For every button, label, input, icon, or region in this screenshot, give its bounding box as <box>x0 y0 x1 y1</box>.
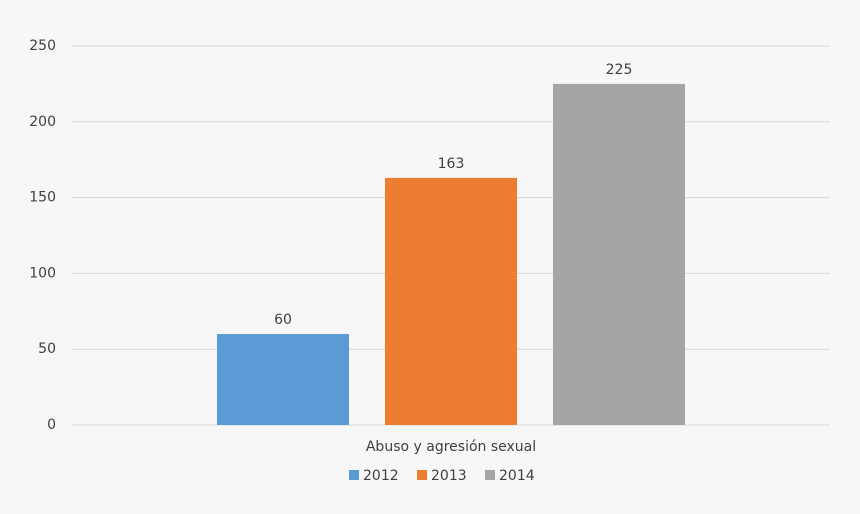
bar <box>217 334 349 425</box>
legend-swatch <box>485 470 495 480</box>
bar <box>385 177 517 425</box>
data-label: 225 <box>606 62 633 78</box>
legend-swatch <box>349 470 359 480</box>
y-tick-label: 200 <box>29 114 56 130</box>
x-tick-label: Abuso y agresión sexual <box>366 439 536 455</box>
y-tick-label: 50 <box>38 341 56 357</box>
y-tick-label: 0 <box>47 417 56 433</box>
legend-swatch <box>417 470 427 480</box>
bar <box>553 83 685 426</box>
legend-label: 2013 <box>431 468 467 484</box>
legend-label: 2014 <box>499 468 535 484</box>
y-tick-label: 150 <box>29 190 56 206</box>
legend-label: 2012 <box>363 468 399 484</box>
data-label: 163 <box>438 156 465 172</box>
y-tick-label: 100 <box>29 265 56 281</box>
y-tick-label: 250 <box>29 38 56 54</box>
data-label: 60 <box>274 312 292 328</box>
